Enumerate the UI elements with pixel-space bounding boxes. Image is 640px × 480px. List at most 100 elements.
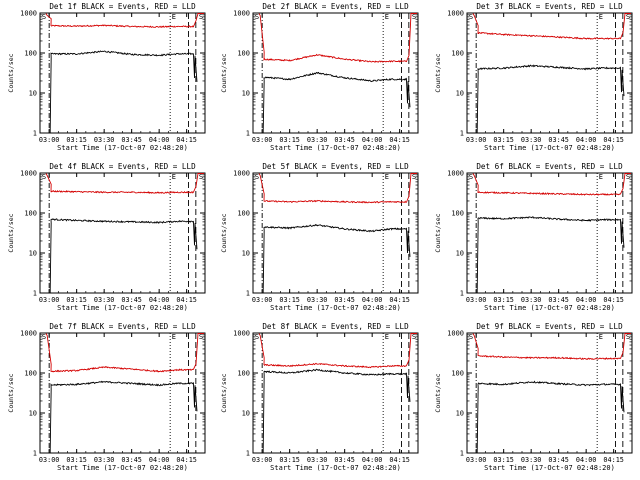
lld-series-line [258,333,417,369]
y-tick-label: 100 [451,50,464,58]
x-tick-label: 04:15 [603,296,623,304]
x-tick-label: 03:45 [334,136,354,144]
x-tick-label: 03:00 [39,136,59,144]
y-tick-label: 1 [33,290,37,298]
y-tick-label: 1 [33,130,37,138]
y-axis-label: Counts/sec [7,213,15,252]
y-axis-label: Counts/sec [434,53,442,92]
start-marker-label: S [199,13,203,21]
x-tick-label: 04:15 [389,136,409,144]
detector-panel-4: Det 4f BLACK = Events, RED = LLD 1 10 100 10… [7,162,206,312]
x-tick-label: 03:45 [548,296,568,304]
events-series-line [476,380,625,453]
end-marker-label: E [172,173,176,181]
x-tick-label: 04:00 [576,136,596,144]
y-tick-label: 100 [24,50,37,58]
y-tick-label: 1000 [20,330,37,338]
start-marker-label: S [255,333,259,341]
start-marker-label: S [626,333,630,341]
panel-title: Det 3f BLACK = Events, RED = LLD [476,2,623,11]
x-tick-label: 03:30 [94,136,114,144]
x-axis-label: Start Time (17-Oct-07 02:48:20) [484,304,615,312]
panel-title: Det 5f BLACK = Events, RED = LLD [262,162,409,171]
y-tick-label: 100 [24,210,37,218]
x-tick-label: 04:15 [603,136,623,144]
y-tick-label: 1000 [20,170,37,178]
plot-frame [466,332,633,454]
lld-series-line [258,173,417,204]
detector-panel-9: Det 9f BLACK = Events, RED = LLD 1 10 100 10… [434,322,633,472]
x-axis-label: Start Time (17-Oct-07 02:48:20) [270,144,401,152]
panel-title: Det 1f BLACK = Events, RED = LLD [49,2,196,11]
plot-frame [466,172,633,294]
x-tick-label: 04:00 [362,456,382,464]
y-tick-label: 1 [33,450,37,458]
y-tick-label: 1 [246,130,250,138]
plot-frame [252,332,419,454]
x-tick-label: 03:45 [334,296,354,304]
y-tick-label: 1 [246,450,250,458]
x-tick-label: 03:00 [252,136,272,144]
y-tick-label: 10 [242,410,250,418]
end-marker-label: E [599,173,603,181]
x-tick-label: 04:15 [603,456,623,464]
start-marker-label: S [412,333,416,341]
panel-title: Det 2f BLACK = Events, RED = LLD [262,2,409,11]
y-tick-label: 1000 [20,10,37,18]
x-tick-label: 03:30 [307,456,327,464]
x-tick-label: 03:45 [548,456,568,464]
x-tick-label: 04:00 [576,296,596,304]
lld-series-line [258,13,417,63]
events-series-line [262,223,411,293]
y-tick-label: 1 [246,290,250,298]
x-axis-label: Start Time (17-Oct-07 02:48:20) [484,464,615,472]
x-tick-label: 03:00 [466,456,486,464]
start-marker-label: S [626,173,630,181]
x-tick-label: 03:45 [548,136,568,144]
end-marker-label: E [172,333,176,341]
y-axis-label: Counts/sec [434,373,442,412]
start-marker-label: S [199,173,203,181]
y-tick-label: 1000 [233,170,250,178]
y-axis-label: Counts/sec [220,53,228,92]
start-marker-label: S [469,173,473,181]
y-axis-label: Counts/sec [7,53,15,92]
lld-series-line [45,173,204,195]
y-tick-label: 1000 [447,10,464,18]
start-marker-label: S [412,173,416,181]
y-tick-label: 100 [237,50,250,58]
events-series-line [476,64,625,133]
x-axis-label: Start Time (17-Oct-07 02:48:20) [57,144,188,152]
x-tick-label: 03:15 [66,136,86,144]
plot-frame [252,12,419,134]
panel-title: Det 8f BLACK = Events, RED = LLD [262,322,409,331]
start-marker-label: S [469,333,473,341]
x-tick-label: 04:15 [389,296,409,304]
x-tick-label: 04:15 [389,456,409,464]
y-tick-label: 100 [24,370,37,378]
panel-title: Det 4f BLACK = Events, RED = LLD [49,162,196,171]
x-tick-label: 03:15 [279,136,299,144]
start-marker-label: S [626,13,630,21]
plot-frame [466,12,633,134]
panel-title: Det 9f BLACK = Events, RED = LLD [476,322,623,331]
y-axis-label: Counts/sec [220,213,228,252]
detector-panel-2: Det 2f BLACK = Events, RED = LLD 1 10 100 10… [220,2,419,152]
y-axis-label: Counts/sec [220,373,228,412]
x-tick-label: 03:30 [521,136,541,144]
x-tick-label: 03:45 [121,296,141,304]
x-tick-label: 03:15 [66,456,86,464]
plot-frame [39,332,206,454]
end-marker-label: E [385,13,389,21]
events-series-line [49,218,198,293]
x-tick-label: 03:00 [466,296,486,304]
lld-series-line [45,333,204,373]
x-tick-label: 03:45 [334,456,354,464]
end-marker-label: E [599,13,603,21]
x-tick-label: 03:45 [121,456,141,464]
plot-frame [39,12,206,134]
x-axis-label: Start Time (17-Oct-07 02:48:20) [484,144,615,152]
x-tick-label: 03:00 [39,296,59,304]
start-marker-label: S [199,333,203,341]
end-marker-label: E [172,13,176,21]
